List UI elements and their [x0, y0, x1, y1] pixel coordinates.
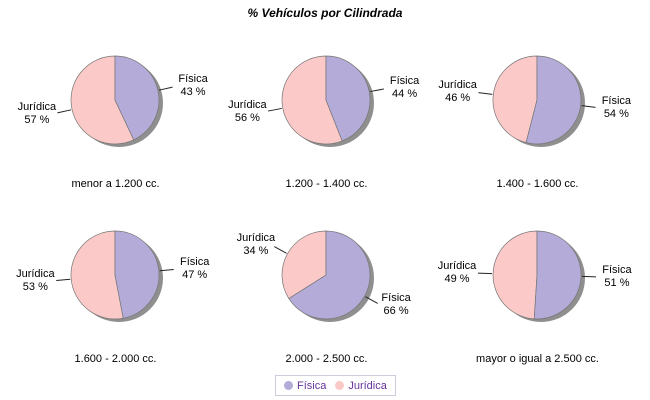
- pie-chart: [56, 230, 174, 322]
- pie-chart: [478, 55, 596, 147]
- juridica-callout: Jurídica 34 %: [237, 232, 276, 258]
- pie-category-label: 1.600 - 2.000 cc.: [74, 353, 157, 365]
- pie-panel-1: Física 43 % Jurídica 57 % menor a 1.200 …: [10, 40, 221, 205]
- fisica-series-label: Física: [389, 75, 420, 88]
- juridica-value-label: 56 %: [234, 111, 260, 124]
- juridica-value-label: 57 %: [24, 113, 50, 126]
- fisica-callout: Física 44 %: [390, 75, 419, 101]
- juridica-callout: Jurídica 57 %: [18, 101, 57, 127]
- juridica-callout: Jurídica 53 %: [16, 268, 55, 294]
- fisica-callout: Física 43 %: [178, 73, 207, 99]
- pie-panel-2: Física 44 % Jurídica 56 % 1.200 - 1.400 …: [221, 40, 432, 205]
- juridica-series-label: Jurídica: [236, 232, 276, 245]
- juridica-series-label: Jurídica: [16, 267, 55, 280]
- fisica-value-label: 44 %: [392, 88, 418, 101]
- fisica-callout: Física 54 %: [602, 95, 631, 121]
- juridica-series-label: Jurídica: [438, 79, 477, 92]
- legend-label-fisica: Física: [297, 379, 327, 392]
- legend-item-fisica: Física: [284, 380, 326, 392]
- pie-category-label: menor a 1.200 cc.: [71, 178, 160, 190]
- juridica-series-label: Jurídica: [228, 98, 267, 111]
- juridica-callout: Jurídica 49 %: [438, 260, 477, 286]
- fisica-callout: Física 51 %: [602, 264, 631, 290]
- pie-panel-5: Física 66 % Jurídica 34 % 2.000 - 2.500 …: [221, 215, 432, 380]
- juridica-value-label: 34 %: [243, 245, 269, 258]
- pie-panel-3: Física 54 % Jurídica 46 % 1.400 - 1.600 …: [432, 40, 643, 205]
- juridica-callout: Jurídica 46 %: [438, 79, 477, 105]
- juridica-value-label: 46 %: [445, 92, 471, 105]
- pie-category-label: 1.200 - 1.400 cc.: [285, 178, 368, 190]
- juridica-series-label: Jurídica: [17, 100, 57, 113]
- pie-chart: [478, 230, 596, 322]
- fisica-value-label: 54 %: [603, 107, 629, 120]
- fisica-value-label: 51 %: [604, 276, 630, 289]
- fisica-series-label: Física: [602, 263, 632, 276]
- fisica-swatch-icon: [284, 381, 293, 390]
- juridica-series-label: Jurídica: [437, 260, 477, 273]
- fisica-value-label: 43 %: [180, 86, 206, 99]
- fisica-value-label: 47 %: [182, 269, 208, 282]
- fisica-series-label: Física: [381, 291, 411, 304]
- juridica-swatch-icon: [335, 381, 345, 390]
- chart-title: % Vehículos por Cilindrada: [247, 6, 403, 20]
- fisica-series-label: Física: [601, 94, 632, 107]
- pie-panel-6: Física 51 % Jurídica 49 % mayor o igual …: [432, 215, 643, 380]
- pie-category-label: 2.000 - 2.500 cc.: [285, 353, 368, 365]
- pie-category-label: mayor o igual a 2.500 cc.: [476, 353, 599, 365]
- fisica-value-label: 66 %: [383, 304, 409, 317]
- pie-chart: [57, 55, 173, 147]
- fisica-callout: Física 66 %: [381, 292, 410, 318]
- legend: Física Jurídica: [275, 375, 396, 396]
- fisica-callout: Física 47 %: [180, 256, 209, 282]
- juridica-callout: Jurídica 56 %: [228, 99, 267, 125]
- fisica-series-label: Física: [178, 73, 208, 86]
- juridica-value-label: 53 %: [22, 280, 48, 293]
- pie-panel-4: Física 47 % Jurídica 53 % 1.600 - 2.000 …: [10, 215, 221, 380]
- legend-item-juridica: Jurídica: [335, 380, 387, 392]
- pie-category-label: 1.400 - 1.600 cc.: [496, 178, 579, 190]
- legend-label-juridica: Jurídica: [348, 379, 387, 392]
- juridica-value-label: 49 %: [444, 273, 470, 286]
- fisica-series-label: Física: [179, 256, 210, 269]
- pie-chart: [267, 55, 385, 147]
- pie-chart: [274, 230, 378, 322]
